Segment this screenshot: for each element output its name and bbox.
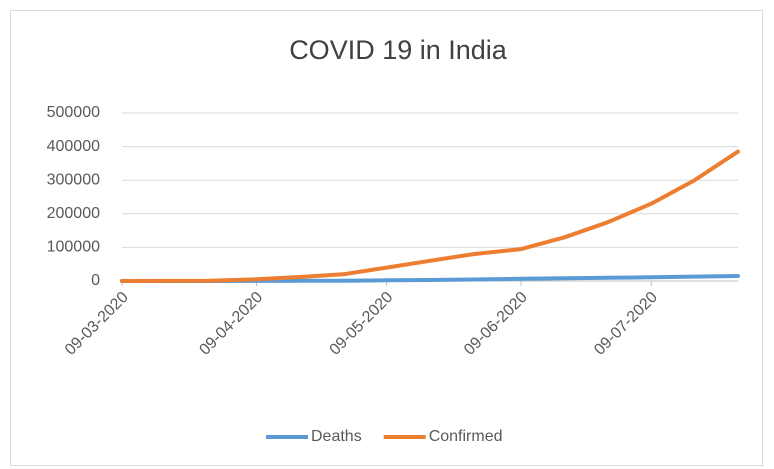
y-tick-label: 100000 xyxy=(47,239,100,256)
y-tick-label: 300000 xyxy=(47,171,100,188)
legend-label: Confirmed xyxy=(429,428,503,445)
y-tick-label: 200000 xyxy=(47,205,100,222)
data-line xyxy=(120,149,740,283)
chart-border xyxy=(10,10,763,466)
y-tick-label: 0 xyxy=(91,272,100,289)
chart-title: COVID 19 in India xyxy=(289,35,508,65)
legend-label: Deaths xyxy=(311,428,362,445)
y-tick-label: 500000 xyxy=(47,104,100,121)
y-tick-label: 400000 xyxy=(47,138,100,155)
